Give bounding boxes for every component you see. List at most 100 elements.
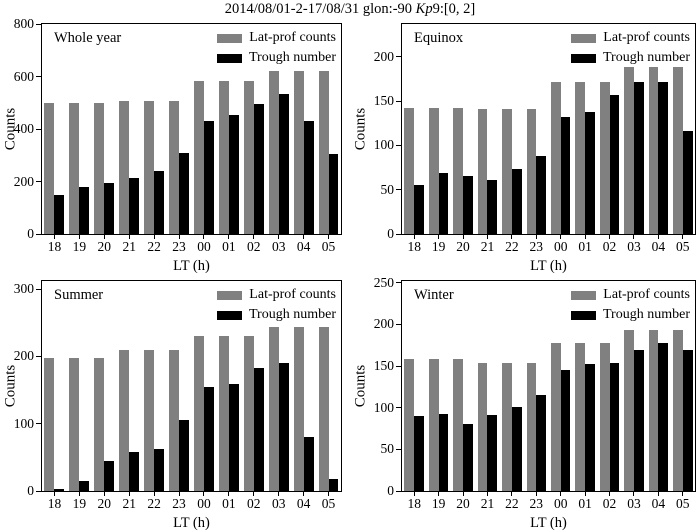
bar-lat-prof-counts (599, 342, 610, 491)
bar-lat-prof-counts (624, 67, 634, 234)
x-tick (609, 234, 611, 239)
x-tick (53, 234, 55, 239)
x-tick (303, 234, 305, 239)
bar-lat-prof-counts (144, 349, 155, 491)
x-tick-label: 20 (456, 496, 470, 511)
bar-trough-number (278, 94, 289, 234)
x-tick-label: 03 (271, 496, 286, 511)
x-tick (560, 234, 562, 239)
chart-summer: Counts Summer Lat-prof counts Trough num… (0, 275, 350, 532)
bar-trough-number (54, 488, 65, 491)
x-tick-label: 03 (271, 239, 286, 254)
x-tick (78, 234, 80, 239)
legend-item-trough: Trough number (217, 50, 336, 66)
x-tick-label: 18 (47, 239, 62, 254)
bar-lat-prof-counts (575, 342, 586, 491)
y-tick-label: 800 (13, 16, 34, 31)
bar-trough-number (487, 179, 498, 234)
bar-lat-prof-counts (318, 70, 329, 234)
x-tick (203, 491, 205, 496)
x-tick-label: 04 (296, 496, 311, 511)
y-tick-label: 50 (380, 441, 395, 457)
bar-trough-number (438, 414, 449, 491)
bar-trough-number (682, 350, 693, 491)
x-tick-label: 18 (47, 496, 62, 511)
chart-equinox: Counts Equinox Lat-prof counts Trough nu… (350, 18, 700, 275)
x-tick-label: 23 (529, 239, 544, 254)
bar-lat-prof-counts (477, 109, 488, 234)
bar-trough-number (658, 342, 669, 491)
bar-trough-number (438, 172, 449, 234)
bar-lat-prof-counts (673, 330, 683, 491)
bar-lat-prof-counts (404, 359, 415, 491)
subplot-title: Winter (414, 287, 454, 303)
x-tick-label: 02 (247, 496, 261, 511)
legend-label: Trough number (603, 50, 690, 65)
x-tick (153, 491, 155, 496)
bar-lat-prof-counts (673, 67, 683, 234)
bar-trough-number (511, 406, 522, 491)
y-tick (396, 233, 402, 235)
bar-lat-prof-counts (69, 357, 80, 491)
y-tick-label: 150 (373, 358, 394, 373)
bar-lat-prof-counts (648, 330, 659, 491)
y-tick (36, 23, 42, 25)
x-tick (584, 491, 586, 496)
bar-trough-number (154, 171, 165, 234)
bar-trough-number (487, 415, 498, 491)
bar-trough-number (609, 94, 620, 234)
y-tick (36, 233, 42, 235)
x-tick (78, 491, 80, 496)
x-tick (328, 234, 330, 239)
legend-swatch-gray (217, 290, 243, 300)
x-tick (203, 234, 205, 239)
x-tick-label: 04 (651, 239, 666, 254)
x-tick-label: 01 (578, 239, 592, 254)
bar-lat-prof-counts (193, 80, 204, 234)
bar-trough-number (104, 182, 115, 234)
y-tick-label: 250 (373, 274, 394, 290)
bar-lat-prof-counts (599, 82, 610, 234)
figure-title-text: 2014/08/01-2-17/08/31 glon:-90 (224, 1, 416, 17)
y-tick-label: 200 (13, 348, 34, 364)
x-tick-label: 20 (456, 239, 470, 254)
x-tick-label: 01 (578, 496, 592, 511)
legend-swatch-gray (571, 290, 597, 300)
x-tick-label: 21 (480, 496, 495, 511)
bar-lat-prof-counts (193, 335, 204, 491)
y-tick (36, 355, 42, 357)
bar-trough-number (203, 120, 214, 234)
y-tick-label: 0 (387, 483, 394, 498)
y-tick (396, 56, 402, 58)
y-tick-label: 300 (13, 281, 34, 297)
x-tick (228, 234, 230, 239)
x-tick (535, 234, 537, 239)
x-tick (178, 234, 180, 239)
x-tick-label: 23 (529, 496, 544, 511)
y-tick (36, 76, 42, 77)
bar-trough-number (682, 131, 693, 234)
y-tick-label: 0 (387, 226, 394, 241)
x-axis-label: LT (h) (530, 515, 567, 531)
bar-lat-prof-counts (477, 362, 488, 491)
subplot-title: Whole year (54, 30, 122, 46)
x-tick-label: 01 (222, 496, 236, 511)
y-tick-label: 100 (373, 137, 394, 153)
bar-trough-number (303, 437, 314, 491)
y-tick-label: 200 (373, 316, 394, 332)
x-tick-label: 05 (321, 496, 336, 511)
x-tick-label: 18 (407, 239, 421, 254)
y-tick (36, 288, 42, 290)
legend-item-lat-prof: Lat-prof counts (217, 287, 336, 303)
x-tick (462, 234, 464, 239)
bar-lat-prof-counts (502, 109, 512, 234)
y-tick-label: 100 (13, 415, 34, 431)
plot-area: Winter Lat-prof counts Trough number 0 50… (374, 275, 696, 511)
bar-lat-prof-counts (404, 108, 415, 234)
legend-swatch-black (571, 53, 596, 63)
x-tick-label: 22 (505, 239, 519, 254)
kp-index-symbol: Kp (415, 1, 433, 17)
bar-trough-number (179, 152, 189, 234)
bar-lat-prof-counts (428, 108, 439, 234)
